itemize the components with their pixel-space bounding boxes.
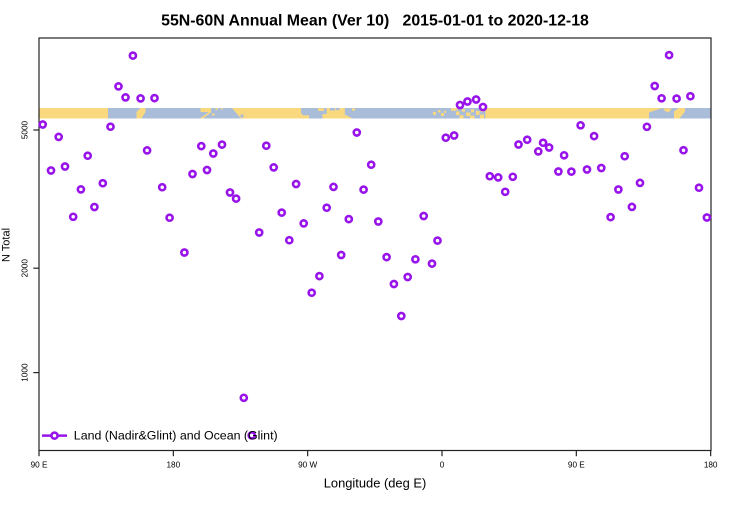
svg-text:2000: 2000 [20, 259, 29, 278]
svg-text:90 E: 90 E [31, 461, 48, 470]
svg-text:N Total: N Total [1, 228, 13, 262]
svg-text:Longitude (deg E): Longitude (deg E) [324, 476, 426, 491]
svg-text:180: 180 [704, 461, 718, 470]
svg-text:0: 0 [440, 461, 445, 470]
svg-text:90 W: 90 W [298, 461, 317, 470]
svg-text:55N-60N Annual Mean (Ver 10): 55N-60N Annual Mean (Ver 10) 2015-01-01 … [161, 13, 589, 30]
svg-text:90 E: 90 E [568, 461, 585, 470]
svg-text:180: 180 [166, 461, 180, 470]
svg-text:1000: 1000 [20, 363, 29, 382]
svg-text:5000: 5000 [20, 120, 29, 139]
svg-text:Land (Nadir&Glint) and Ocean (: Land (Nadir&Glint) and Ocean (Glint) [74, 428, 278, 442]
